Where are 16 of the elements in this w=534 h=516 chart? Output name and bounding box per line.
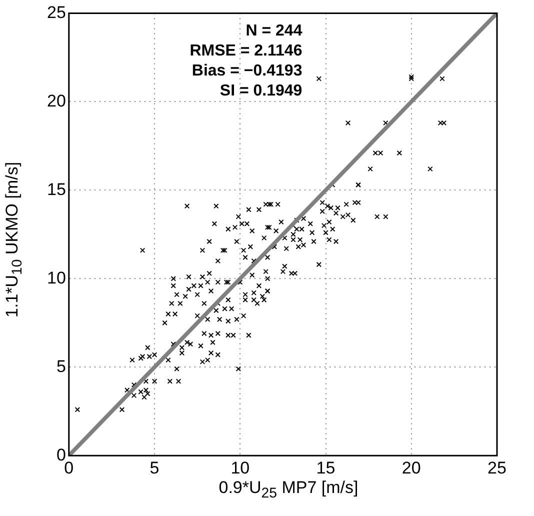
y-tick-label: 5	[56, 356, 66, 376]
y-tick-label: 15	[46, 180, 66, 199]
x-tick-label: 20	[402, 458, 421, 478]
x-axis-title: 0.9*U$_{25}$ MP7 [m/s]	[218, 478, 360, 502]
y-tick-label: 25	[46, 2, 66, 22]
annotation: N = 244	[246, 22, 302, 40]
y-tick-label: 0	[56, 445, 66, 464]
x-tick-label: 25	[488, 458, 506, 478]
x-tick-label: 15	[316, 458, 336, 478]
y-tick-label: 20	[46, 91, 66, 110]
x-tick-label: 5	[150, 458, 160, 478]
annotation: Bias = −0.4193	[192, 62, 302, 80]
annotation: SI = 0.1949	[220, 82, 302, 100]
x-tick-label: 10	[230, 458, 250, 478]
annotation: RMSE = 2.1146	[190, 42, 302, 60]
y-tick-label: 10	[46, 268, 66, 288]
